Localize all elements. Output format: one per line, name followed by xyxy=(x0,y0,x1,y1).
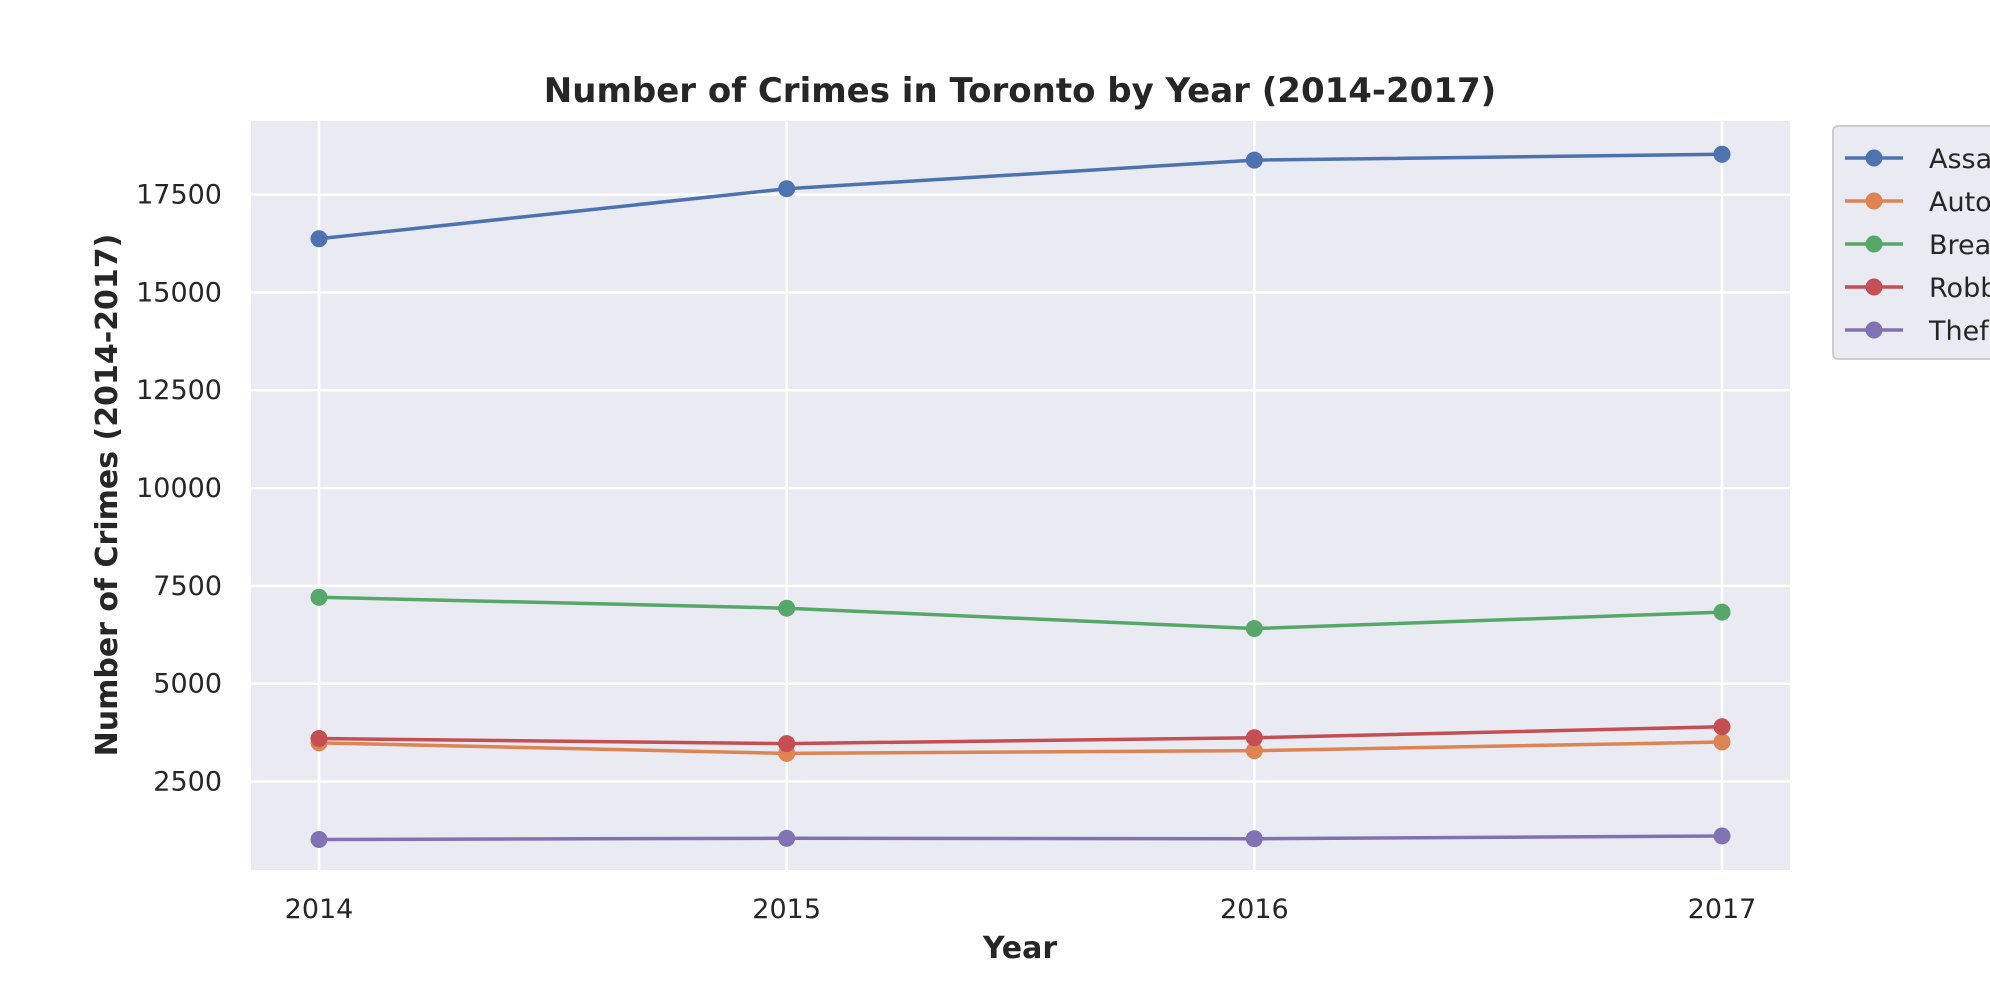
y-tick-label: 17500 xyxy=(136,180,222,211)
series-brea xyxy=(310,588,1731,638)
x-tick-label: 2017 xyxy=(1688,894,1757,925)
x-tick-label: 2015 xyxy=(752,894,821,925)
legend-box xyxy=(1832,125,1990,360)
series-robb xyxy=(310,718,1731,753)
legend-swatch-marker xyxy=(1865,321,1883,339)
y-tick-label: 12500 xyxy=(136,375,222,406)
x-tick-label: 2014 xyxy=(285,894,354,925)
legend-items: Assa Auto Brea Robb Thef xyxy=(1845,144,1990,347)
legend-label: Assa xyxy=(1929,144,1990,175)
legend-entry-thef: Thef xyxy=(1845,316,1990,347)
legend-label: Brea xyxy=(1929,230,1990,261)
legend-label: Thef xyxy=(1928,316,1990,347)
chart-title: Number of Crimes in Toronto by Year (201… xyxy=(544,71,1496,111)
y-tick-label: 5000 xyxy=(153,669,222,700)
series-line-brea xyxy=(317,595,1724,631)
data-point-assa xyxy=(310,230,328,248)
data-point-brea xyxy=(1713,603,1731,621)
grid-lines xyxy=(251,121,1790,870)
data-point-robb xyxy=(310,730,328,748)
y-tick-label: 2500 xyxy=(153,767,222,798)
y-tick-label: 7500 xyxy=(153,571,222,602)
y-tick-label: 15000 xyxy=(136,277,222,308)
x-axis-label: Year xyxy=(982,931,1058,966)
series-assa xyxy=(310,145,1731,248)
data-point-assa xyxy=(778,180,796,198)
legend-label: Robb xyxy=(1929,273,1990,304)
series-layer xyxy=(310,145,1731,848)
y-axis-label: Number of Crimes (2014-2017) xyxy=(90,234,125,757)
data-point-assa xyxy=(1713,145,1731,163)
data-point-auto xyxy=(1713,733,1731,751)
series-line-auto xyxy=(317,740,1724,756)
legend-label: Auto xyxy=(1929,187,1990,218)
data-point-assa xyxy=(1245,151,1263,169)
legend: Assa Auto Brea Robb Thef xyxy=(1832,125,1990,360)
data-point-robb xyxy=(778,735,796,753)
plot-background xyxy=(251,121,1790,870)
legend-entry-brea: Brea xyxy=(1845,230,1990,261)
series-thef xyxy=(310,827,1731,848)
data-point-brea xyxy=(310,588,328,606)
legend-swatch-marker xyxy=(1865,149,1883,167)
legend-entry-auto: Auto xyxy=(1845,187,1990,218)
data-point-brea xyxy=(778,599,796,617)
data-point-robb xyxy=(1713,718,1731,736)
legend-swatch-marker xyxy=(1865,192,1883,210)
series-line-thef xyxy=(317,834,1724,842)
data-point-robb xyxy=(1245,729,1263,747)
legend-swatch-marker xyxy=(1865,235,1883,253)
data-point-thef xyxy=(1245,830,1263,848)
data-point-brea xyxy=(1245,620,1263,638)
x-tick-labels: 2014 2015 2016 2017 xyxy=(285,894,1757,925)
legend-entry-assa: Assa xyxy=(1845,144,1990,175)
series-line-robb xyxy=(317,725,1724,746)
series-line-assa xyxy=(317,152,1724,241)
legend-entry-robb: Robb xyxy=(1845,273,1990,304)
data-point-thef xyxy=(310,830,328,848)
y-tick-label: 10000 xyxy=(136,473,222,504)
legend-swatch-marker xyxy=(1865,278,1883,296)
data-point-thef xyxy=(778,829,796,847)
data-point-thef xyxy=(1713,827,1731,845)
x-tick-label: 2016 xyxy=(1220,894,1289,925)
y-tick-labels: 2500 5000 7500 10000 12500 15000 17500 xyxy=(136,180,222,798)
data-point-auto xyxy=(1245,742,1263,760)
